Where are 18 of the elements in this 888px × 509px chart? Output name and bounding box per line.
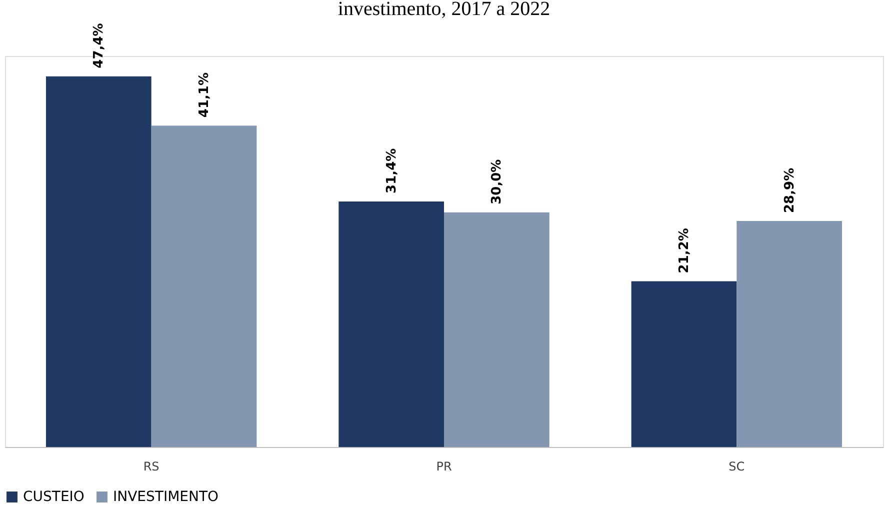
data-label: 21,2% (676, 228, 692, 274)
bar (338, 201, 444, 447)
legend-label: CUSTEIO (23, 489, 84, 505)
bar (46, 76, 152, 447)
x-tick-label: SC (728, 460, 745, 474)
data-label: 28,9% (782, 168, 798, 213)
x-tick-label: RS (143, 460, 160, 474)
data-label: 41,1% (197, 72, 212, 118)
bar (631, 281, 737, 447)
data-label: 30,0% (490, 159, 505, 204)
bar (444, 212, 550, 447)
bar (736, 221, 842, 447)
data-label: 31,4% (384, 148, 400, 194)
data-label: 47,4% (92, 23, 107, 68)
x-tick-label: PR (436, 460, 452, 474)
bar (151, 126, 257, 447)
chart-title: investimento, 2017 a 2022 (338, 0, 550, 20)
legend-label: INVESTIMENTO (113, 489, 219, 505)
